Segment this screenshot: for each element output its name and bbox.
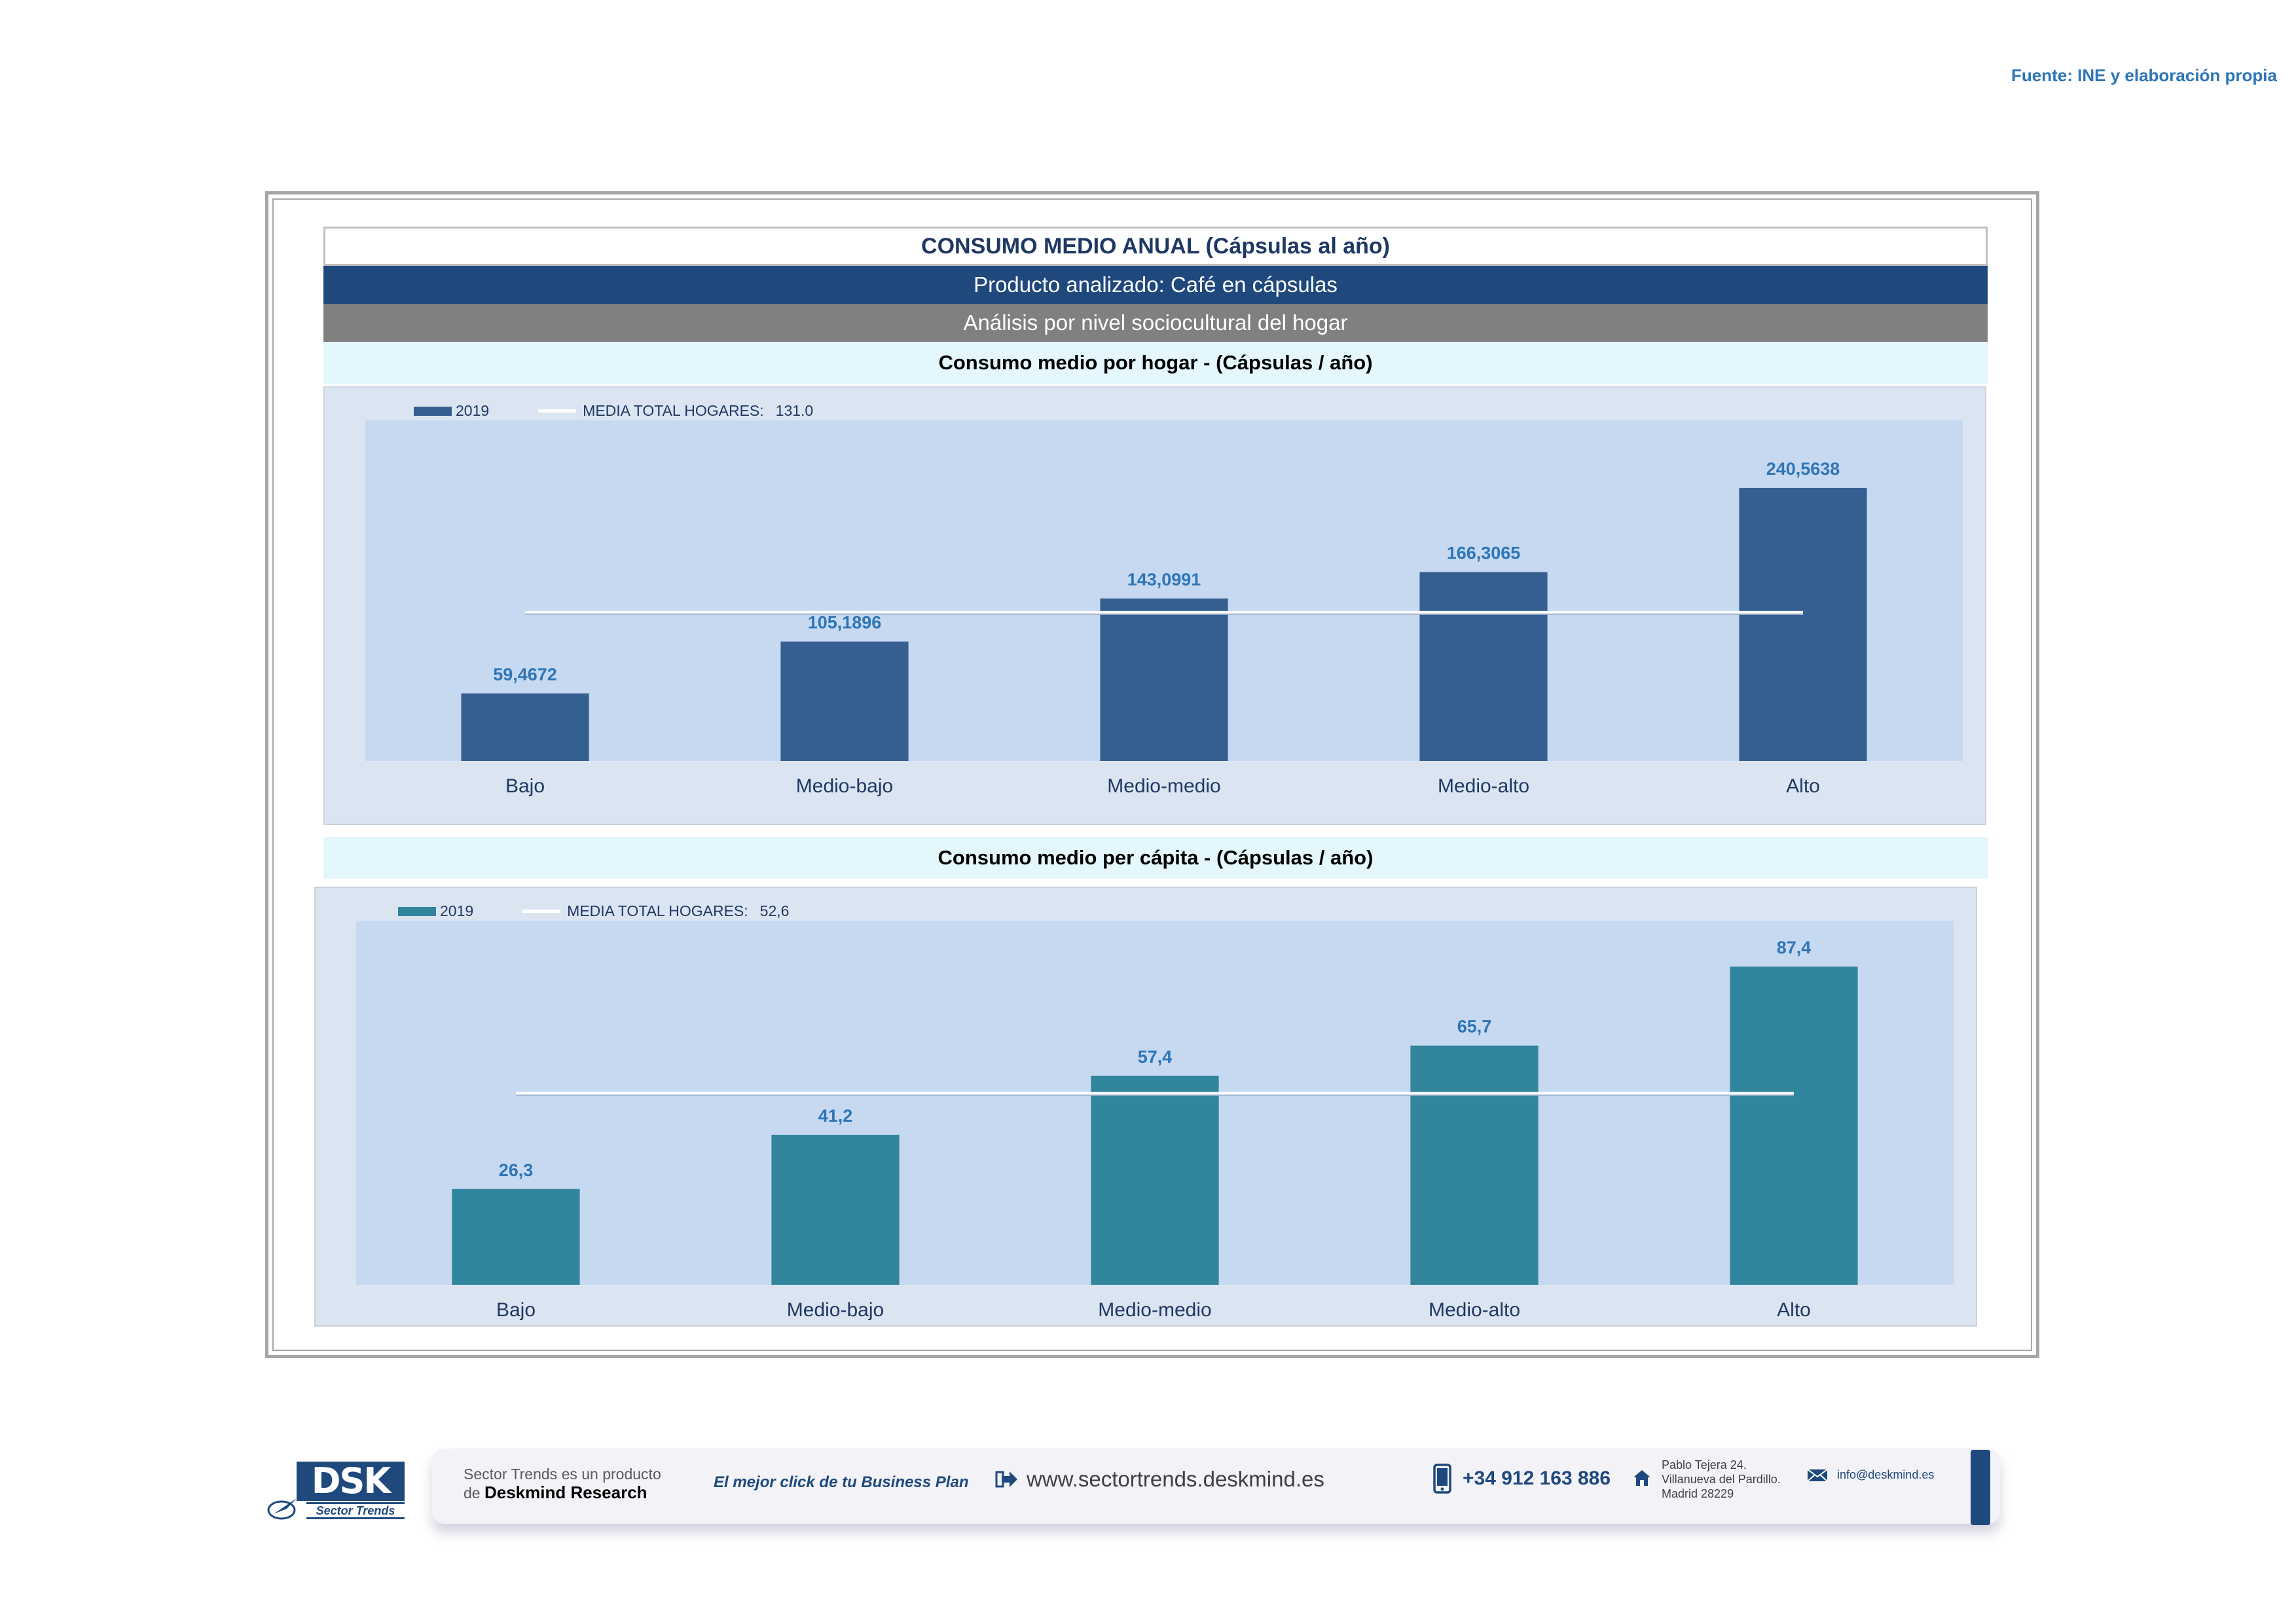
chart1-title: Consumo medio por hogar - (Cápsulas / añ… [323, 342, 1988, 384]
data-label: 57,4 [1138, 1047, 1173, 1067]
arrow-right-icon [995, 1471, 1017, 1488]
footer-website[interactable]: www.sectortrends.deskmind.es [995, 1467, 1324, 1492]
legend-series-label: 2019 [440, 902, 474, 919]
footer-email[interactable]: info@deskmind.es [1807, 1468, 1934, 1482]
chart2-container: 2019 MEDIA TOTAL HOGARES: 52,6 26,3 Bajo 4… [314, 887, 1977, 1327]
bar-medio-bajo [780, 641, 909, 761]
email-link[interactable]: info@deskmind.es [1837, 1468, 1935, 1481]
bar-bajo [461, 693, 589, 761]
category-label: Medio-alto [1429, 1299, 1520, 1321]
chart1-container: 2019 MEDIA TOTAL HOGARES: 131.0 59,4672 B… [323, 386, 1986, 825]
data-label: 166,3065 [1447, 544, 1521, 563]
legend-reference-label: MEDIA TOTAL HOGARES: [583, 402, 764, 419]
phone-icon [1433, 1464, 1451, 1494]
chart-svg: 59,4672 Bajo 105,1896 Medio-bajo 143,0991 Med… [365, 420, 1963, 797]
legend-line-icon [522, 910, 561, 913]
footer-phone[interactable]: +34 912 163 886 [1432, 1464, 1611, 1494]
bar-medio-medio [1100, 598, 1228, 761]
category-label: Bajo [505, 775, 545, 797]
address-line3: Madrid 28229 [1662, 1487, 1734, 1500]
footer-accent [1971, 1450, 1990, 1525]
data-label: 65,7 [1457, 1017, 1492, 1037]
legend-line-icon [538, 409, 577, 413]
home-icon [1633, 1470, 1650, 1486]
category-label: Alto [1777, 1299, 1811, 1321]
footer-address: Pablo Tejera 24. Villanueva del Pardillo… [1662, 1458, 1781, 1501]
legend-reference-label: MEDIA TOTAL HOGARES: [567, 902, 748, 919]
tagline-line1: Sector Trends es un producto [464, 1466, 661, 1483]
legend-swatch-icon [414, 406, 452, 416]
footer-slogan: El mejor click de tu Business Plan [714, 1473, 969, 1491]
bar-medio-medio [1091, 1075, 1219, 1285]
data-label: 41,2 [818, 1106, 853, 1126]
legend-reference-value: 131.0 [775, 402, 814, 419]
legend-swatch-icon [398, 906, 436, 916]
chart-svg: 26,3 Bajo 41,2 Medio-bajo 57,4 Medio-medio 65,… [356, 921, 1954, 1321]
chart1-legend: 2019 MEDIA TOTAL HOGARES: 131.0 [414, 402, 813, 420]
category-label: Medio-medio [1107, 775, 1220, 797]
deskmind-logo: DSK Sector Trends [267, 1462, 405, 1523]
website-link[interactable]: www.sectortrends.deskmind.es [1027, 1467, 1324, 1491]
analysis-banner: Análisis por nivel sociocultural del hog… [323, 304, 1988, 342]
logo-text: DSK [297, 1462, 405, 1501]
category-label: Medio-bajo [787, 1299, 884, 1321]
bar-medio-alto [1419, 572, 1548, 761]
tagline-prefix: de [464, 1485, 484, 1502]
data-label: 26,3 [499, 1160, 534, 1180]
category-label: Medio-medio [1098, 1299, 1211, 1321]
category-label: Medio-bajo [796, 775, 893, 797]
data-label: 240,5638 [1766, 459, 1840, 479]
category-label: Medio-alto [1438, 775, 1529, 797]
chart2-title: Consumo medio per cápita - (Cápsulas / a… [323, 837, 1988, 879]
bar-medio-alto [1410, 1045, 1539, 1285]
footer-tagline: Sector Trends es un producto de Deskmind… [464, 1465, 661, 1502]
legend-series-label: 2019 [456, 402, 490, 419]
report-title: CONSUMO MEDIO ANUAL (Cápsulas al año) [323, 227, 1988, 266]
bar-medio-bajo [771, 1134, 900, 1285]
report-frame [265, 191, 2039, 1358]
bar-alto [1730, 967, 1858, 1285]
footer-banner [432, 1449, 2000, 1524]
data-label: 59,4672 [493, 665, 557, 684]
category-label: Bajo [496, 1299, 536, 1321]
bar-alto [1739, 488, 1867, 761]
address-line2: Villanueva del Pardillo. [1662, 1473, 1781, 1486]
bar-bajo [452, 1189, 580, 1285]
logo-subtitle: Sector Trends [306, 1502, 405, 1519]
data-label: 105,1896 [808, 613, 882, 633]
chart2-legend: 2019 MEDIA TOTAL HOGARES: 52,6 [398, 902, 789, 920]
phone-number[interactable]: +34 912 163 886 [1463, 1467, 1611, 1489]
data-label: 87,4 [1777, 938, 1812, 957]
mail-icon [1807, 1468, 1828, 1482]
address-line1: Pablo Tejera 24. [1662, 1458, 1747, 1471]
logo-arrow-icon [267, 1498, 297, 1520]
legend-reference-value: 52,6 [759, 902, 790, 919]
source-note: Fuente: INE y elaboración propia [2011, 65, 2277, 85]
category-label: Alto [1786, 775, 1820, 797]
product-banner: Producto analizado: Café en cápsulas [323, 266, 1988, 304]
tagline-brand: Deskmind Research [484, 1483, 647, 1502]
data-label: 143,0991 [1127, 570, 1201, 589]
